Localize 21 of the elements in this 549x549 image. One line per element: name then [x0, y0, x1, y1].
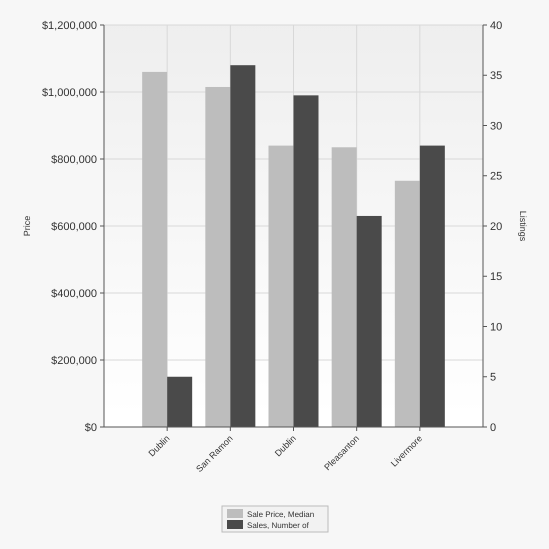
- y2-tick-label: 15: [490, 271, 502, 284]
- y-tick-label: $600,000: [51, 220, 97, 233]
- y2-tick-label: 30: [490, 120, 502, 132]
- y2-axis-title: Listings: [518, 210, 528, 242]
- y-tick-label: $0: [84, 422, 97, 434]
- legend-label: Sales, Number of: [247, 520, 310, 530]
- legend-label: Sale Price, Median: [247, 510, 314, 519]
- y2-tick-label: 40: [490, 20, 502, 32]
- y-axis-title: Price: [22, 216, 32, 236]
- y-tick-label: $800,000: [51, 154, 97, 166]
- y2-tick-label: 20: [490, 220, 502, 233]
- y2-tick-label: 25: [490, 170, 502, 183]
- y2-tick-label: 5: [490, 372, 496, 384]
- y2-tick-label: 0: [490, 422, 496, 434]
- bar: [142, 72, 168, 427]
- y-tick-label: $200,000: [51, 354, 97, 367]
- y-tick-label: $400,000: [51, 288, 97, 300]
- y-tick-label: $1,000,000: [42, 86, 97, 99]
- y2-tick-label: 35: [490, 70, 502, 82]
- y2-tick-label: 10: [490, 321, 502, 334]
- y-tick-label: $1,200,000: [42, 20, 97, 32]
